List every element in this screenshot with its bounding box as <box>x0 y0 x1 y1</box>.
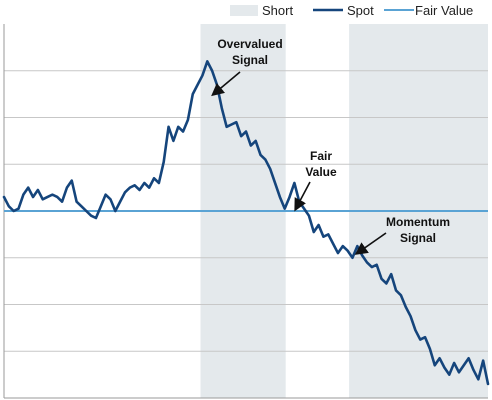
annotations: Overvalued Signal Fair Value Momentum Signal <box>211 37 450 255</box>
annotation-1: Overvalued Signal <box>211 37 283 97</box>
annotation-text: Overvalued <box>217 37 282 51</box>
spot-series-line <box>2 60 490 386</box>
annotation-text: Value <box>305 165 337 179</box>
plot-area <box>2 24 490 399</box>
annotation-arrow <box>211 71 241 97</box>
annotation-text: Signal <box>232 53 268 67</box>
legend-label: Short <box>262 3 293 18</box>
annotation-2: Fair Value <box>294 149 337 212</box>
legend-label: Fair Value <box>415 3 473 18</box>
annotation-text: Signal <box>400 231 436 245</box>
legend-item-spot: Spot <box>313 3 374 18</box>
annotation-text: Fair <box>310 149 332 163</box>
annotation-arrow <box>294 181 311 212</box>
legend-item-short: Short <box>230 3 293 18</box>
annotation-text: Momentum <box>386 215 450 229</box>
legend-swatch <box>230 5 258 16</box>
annotation-arrow <box>354 232 387 255</box>
legend-item-fair-value: Fair Value <box>384 3 473 18</box>
annotation-3: Momentum Signal <box>354 215 450 255</box>
legend-label: Spot <box>347 3 374 18</box>
legend: Short Spot Fair Value <box>230 3 473 18</box>
